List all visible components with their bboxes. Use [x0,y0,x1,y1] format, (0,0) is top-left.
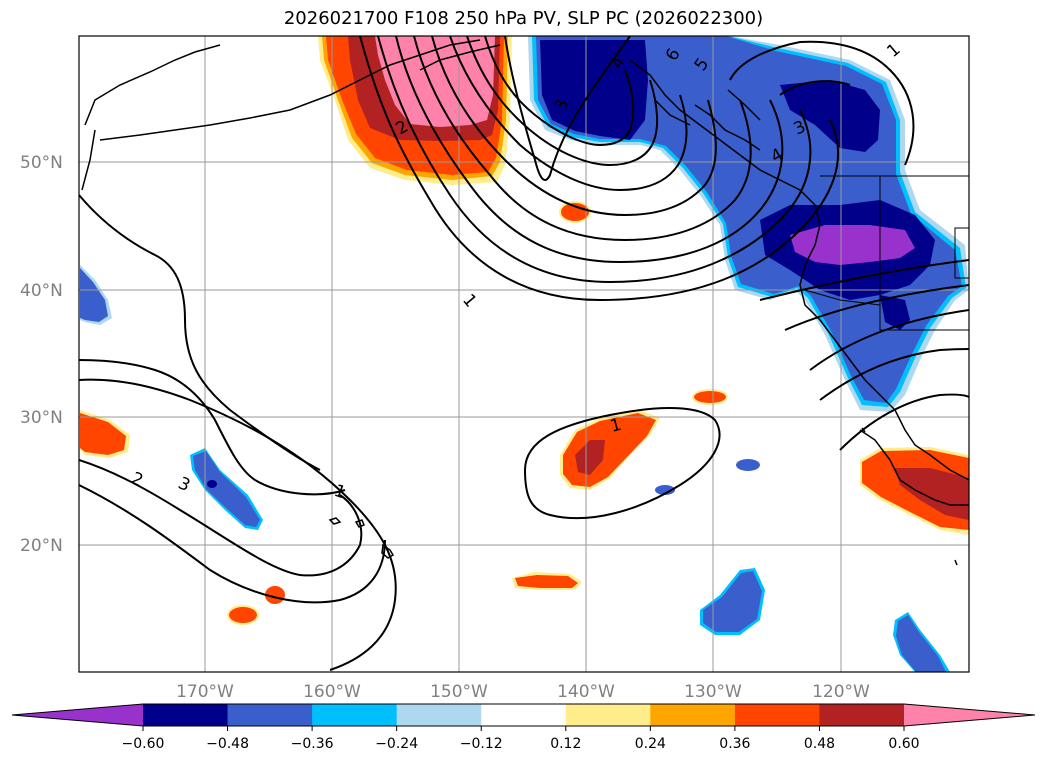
colorbar-tick-label: 0.48 [804,736,835,752]
colorbar-tick-label: −0.12 [460,736,503,752]
colorbar-extend-min [12,704,143,726]
pv-negative-small [80,265,950,672]
lon-label-130w: 130°W [684,682,742,702]
lon-label-140w: 140°W [557,682,615,702]
lon-label-150w: 150°W [430,682,488,702]
lat-label-50n: 50°N [20,153,63,173]
colorbar-segment [227,704,313,726]
colorbar-segment [143,704,229,726]
pv-negative-ridge [528,36,969,412]
colorbar-tick-label: 0.60 [888,736,919,752]
colorbar-segment [481,704,567,726]
slp-contours [79,36,969,671]
map-frame [78,35,970,673]
colorbar-tick-label: −0.60 [122,736,165,752]
colorbar-segment [650,704,736,726]
lat-label-40n: 40°N [20,281,63,301]
colorbar-segment [819,704,905,726]
lon-label-120w: 120°W [812,682,870,702]
colorbar-segment [396,704,482,726]
colorbar-tick-label: 0.36 [719,736,750,752]
pv-positive-small [80,201,969,625]
coastlines [81,39,969,566]
map-area[interactable]: 1 2 3 1 1 2 3 4 5 6 3 4 1 [79,36,969,672]
colorbar-tick-label: −0.24 [375,736,418,752]
colorbar-extend-max [904,704,1035,726]
colorbar-tick-label: −0.48 [206,736,249,752]
longitude-labels: 170°W 160°W 150°W 140°W 130°W 120°W [176,682,870,702]
lon-label-160w: 160°W [303,682,361,702]
lat-label-20n: 20°N [20,536,63,556]
colorbar-segment [734,704,820,726]
lat-label-30n: 30°N [20,408,63,428]
colorbar-segment [312,704,398,726]
latitude-labels: 50°N 40°N 30°N 20°N [20,153,63,556]
colorbar-tick-label: 0.12 [550,736,581,752]
colorbar-segment [565,704,651,726]
map-title: 2026021700 F108 250 hPa PV, SLP PC (2026… [283,8,764,29]
contour-label: 1 [608,415,624,437]
colorbar-tick-label: −0.36 [291,736,334,752]
colorbar-tick-label: 0.24 [635,736,666,752]
colorbar: −0.60 −0.48 −0.36 −0.24 −0.12 0.12 0.24 0.36 0.4… [11,703,1036,752]
lon-label-170w: 170°W [176,682,234,702]
